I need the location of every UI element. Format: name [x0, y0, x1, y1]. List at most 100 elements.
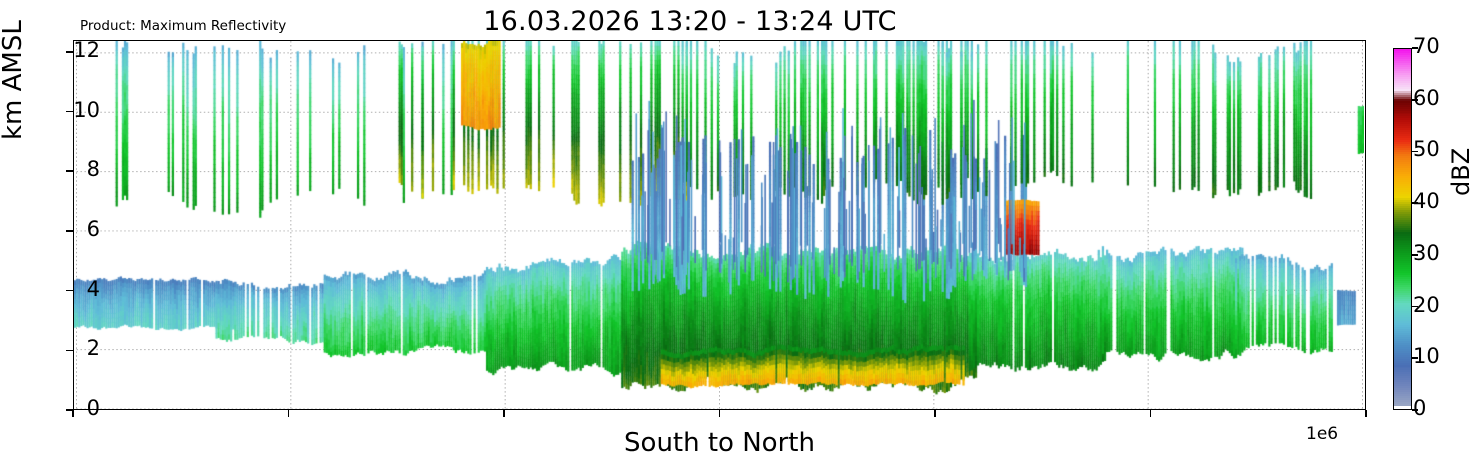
colorbar-segment	[1394, 255, 1411, 258]
colorbar-segment	[1394, 301, 1411, 303]
colorbar-segment	[1394, 187, 1411, 190]
colorbar-segment	[1394, 316, 1411, 319]
colorbar-tick-label: 0	[1413, 396, 1427, 420]
colorbar-segment	[1394, 394, 1411, 397]
colorbar-segment	[1394, 82, 1411, 85]
colorbar-segment	[1394, 221, 1411, 224]
colorbar-segment	[1394, 330, 1411, 333]
colorbar-segment	[1394, 217, 1411, 220]
colorbar-segment	[1394, 358, 1411, 361]
colorbar-segment	[1394, 314, 1411, 317]
colorbar-segment	[1394, 289, 1411, 292]
colorbar-segment	[1394, 336, 1411, 339]
colorbar-segment	[1394, 195, 1411, 198]
colorbar-segment	[1394, 58, 1411, 61]
colorbar-segment	[1394, 263, 1411, 266]
colorbar-segment	[1394, 235, 1411, 238]
colorbar-segment	[1394, 223, 1411, 226]
colorbar-segment	[1394, 297, 1411, 300]
colorbar-segment	[1394, 328, 1411, 331]
colorbar-segment	[1394, 156, 1411, 159]
colorbar-segment	[1394, 227, 1411, 230]
colorbar-segment	[1394, 110, 1411, 113]
colorbar-segment	[1394, 340, 1411, 343]
colorbar-segment	[1394, 400, 1411, 403]
colorbar-segment	[1394, 193, 1411, 196]
y-tick-mark	[66, 110, 73, 113]
x-tick-mark	[1365, 410, 1367, 417]
colorbar-segment	[1394, 88, 1411, 91]
reflectivity-heatmap	[74, 41, 1364, 408]
colorbar-segment	[1394, 390, 1411, 393]
colorbar-segment	[1394, 185, 1411, 188]
colorbar-segment	[1394, 233, 1411, 236]
colorbar-tick-mark	[1412, 357, 1418, 360]
colorbar	[1393, 48, 1412, 410]
colorbar-segment	[1394, 150, 1411, 153]
colorbar-segment	[1394, 293, 1411, 296]
colorbar-segment	[1394, 68, 1411, 71]
colorbar-segment	[1394, 189, 1411, 192]
colorbar-segment	[1394, 56, 1411, 59]
colorbar-segment	[1394, 203, 1411, 206]
colorbar-segment	[1394, 386, 1411, 389]
colorbar-segment	[1394, 120, 1411, 123]
colorbar-segment	[1394, 251, 1411, 254]
colorbar-segment	[1394, 72, 1411, 75]
x-tick-mark	[287, 410, 290, 417]
colorbar-tick-label: 40	[1413, 189, 1440, 214]
colorbar-segment	[1394, 96, 1411, 99]
colorbar-segment	[1394, 346, 1411, 349]
colorbar-segment	[1394, 116, 1411, 119]
colorbar-segment	[1394, 70, 1411, 73]
colorbar-tick-mark	[1412, 150, 1418, 153]
colorbar-segment	[1394, 344, 1411, 347]
x-axis-offset-label: 1e6	[1306, 424, 1339, 444]
colorbar-segment	[1394, 360, 1411, 363]
colorbar-segment	[1394, 92, 1411, 95]
colorbar-segment	[1394, 108, 1411, 111]
colorbar-segment	[1394, 253, 1411, 256]
colorbar-segment	[1394, 213, 1411, 216]
colorbar-segment	[1394, 60, 1411, 63]
colorbar-segment	[1394, 338, 1411, 341]
colorbar-segment	[1394, 231, 1411, 234]
colorbar-segment	[1394, 295, 1411, 298]
colorbar-segment	[1394, 312, 1411, 315]
y-tick-mark	[66, 349, 73, 352]
colorbar-segment	[1394, 102, 1411, 105]
colorbar-segment	[1394, 342, 1411, 345]
colorbar-segment	[1394, 356, 1411, 359]
colorbar-segment	[1394, 76, 1411, 79]
colorbar-segment	[1394, 146, 1411, 149]
colorbar-segment	[1394, 370, 1411, 373]
colorbar-segment	[1394, 172, 1411, 175]
colorbar-segment	[1394, 144, 1411, 147]
colorbar-segment	[1394, 84, 1411, 87]
colorbar-segment	[1394, 177, 1411, 180]
colorbar-segment	[1394, 64, 1411, 67]
colorbar-tick-mark	[1412, 305, 1418, 308]
colorbar-segment	[1394, 267, 1411, 270]
colorbar-segment	[1394, 334, 1411, 337]
colorbar-tick-mark	[1412, 202, 1418, 204]
colorbar-segment	[1394, 398, 1411, 401]
y-tick-mark	[66, 289, 73, 292]
colorbar-segment	[1394, 348, 1411, 351]
colorbar-segment	[1394, 160, 1411, 163]
colorbar-segment	[1394, 257, 1411, 260]
colorbar-segment	[1394, 62, 1411, 65]
y-tick-label: 8	[86, 157, 100, 182]
y-tick-label: 6	[86, 216, 100, 241]
colorbar-segment	[1394, 66, 1411, 69]
colorbar-segment	[1394, 197, 1411, 200]
colorbar-segment	[1394, 384, 1411, 387]
colorbar-segment	[1394, 179, 1411, 182]
colorbar-tick-mark	[1412, 47, 1418, 49]
colorbar-segment	[1394, 247, 1411, 250]
colorbar-segment	[1394, 181, 1411, 184]
colorbar-segment	[1394, 100, 1411, 103]
colorbar-segment	[1394, 98, 1411, 101]
colorbar-segment	[1394, 380, 1411, 383]
